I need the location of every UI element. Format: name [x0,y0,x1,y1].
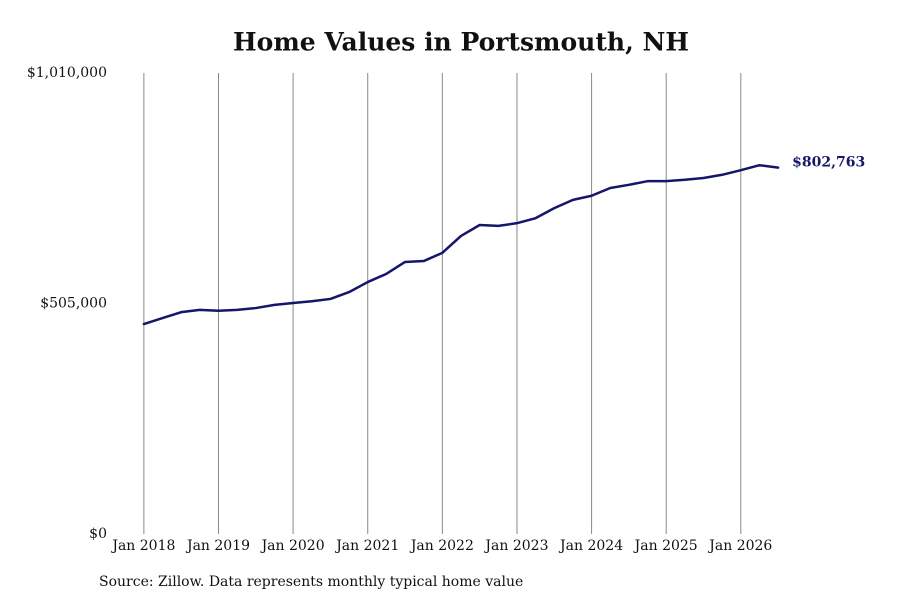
chart-title: Home Values in Portsmouth, NH [233,28,689,57]
source-note: Source: Zillow. Data represents monthly … [99,574,523,590]
y-tick-label: $1,010,000 [27,65,107,81]
data-line [142,163,780,326]
x-tick-label: Jan 2019 [185,538,250,554]
x-tick-label: Jan 2025 [633,538,698,554]
y-tick-label: $505,000 [40,296,107,312]
x-tick-label: Jan 2021 [334,538,399,554]
x-tick-label: Jan 2024 [558,538,623,554]
x-tick-label: Jan 2018 [110,538,175,554]
x-tick-label: Jan 2026 [707,538,772,554]
y-tick-label: $0 [89,526,107,542]
x-tick-label: Jan 2023 [483,538,548,554]
x-tick-label: Jan 2022 [409,538,474,554]
value-label: $802,763 [792,155,865,171]
x-tick-label: Jan 2020 [260,538,325,554]
